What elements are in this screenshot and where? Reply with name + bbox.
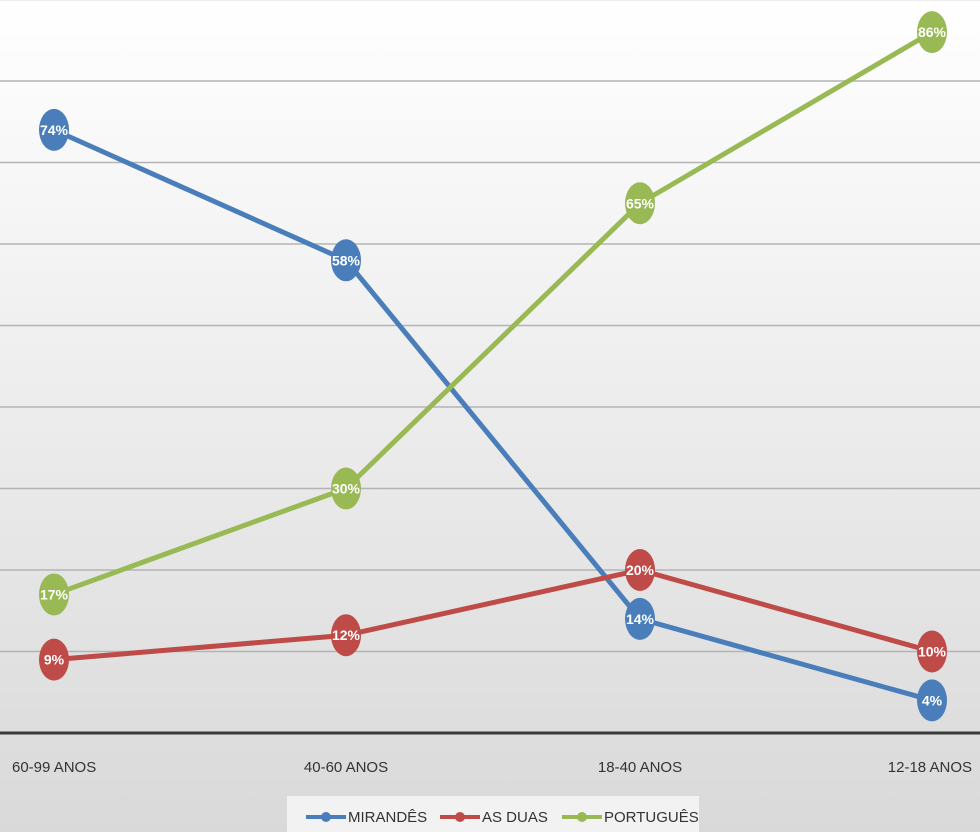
data-label-as-duas: 10% — [918, 644, 947, 660]
x-tick-label: 18-40 ANOS — [598, 759, 682, 776]
data-label-mirand-s: 14% — [626, 611, 655, 627]
series-line-portugu-s — [53, 29, 934, 597]
data-point-as-duas — [39, 638, 69, 681]
data-point-mirand-s — [625, 597, 655, 640]
series-line-mirand-s — [52, 127, 933, 703]
gridlines — [0, 0, 980, 653]
data-point-mirand-s — [917, 679, 947, 722]
data-label-portugu-s: 30% — [332, 481, 361, 497]
series-lines — [52, 29, 934, 703]
x-tick-label: 40-60 ANOS — [304, 759, 388, 776]
data-label-as-duas: 20% — [626, 562, 655, 578]
legend-label-mirand-s: MIRANDÊS — [348, 809, 427, 826]
data-point-as-duas — [625, 549, 655, 591]
legend-label-portugu-s: PORTUGUÊS — [604, 809, 699, 826]
series-markers: 74% 58% 14% 4% 9% 12% 20% 10% 17% 30% 65% 86% — [39, 11, 947, 722]
data-point-portugu-s — [39, 573, 69, 616]
legend-label-as-duas: AS DUAS — [482, 809, 548, 826]
legend-marker-as-duas — [455, 812, 465, 822]
data-point-portugu-s — [331, 467, 361, 510]
series-line-as-duas — [53, 567, 933, 663]
data-point-portugu-s — [625, 182, 655, 225]
data-label-as-duas: 12% — [332, 627, 361, 643]
data-label-portugu-s: 17% — [40, 586, 69, 602]
data-label-mirand-s: 74% — [40, 122, 69, 138]
data-label-portugu-s: 86% — [918, 24, 947, 40]
x-tick-label: 12-18 ANOS — [888, 759, 972, 776]
data-label-portugu-s: 65% — [626, 195, 655, 211]
x-axis-ticks: 60-99 ANOS 40-60 ANOS 18-40 ANOS 12-18 ANOS — [12, 759, 972, 776]
legend-marker-portugu-s — [577, 812, 587, 822]
data-point-mirand-s — [331, 239, 361, 282]
data-point-as-duas — [917, 630, 947, 673]
data-point-as-duas — [331, 614, 361, 657]
x-tick-label: 60-99 ANOS — [12, 759, 96, 776]
data-label-as-duas: 9% — [44, 652, 65, 668]
data-point-portugu-s — [917, 11, 947, 54]
data-label-mirand-s: 58% — [332, 252, 361, 268]
data-label-mirand-s: 4% — [922, 692, 943, 708]
data-point-mirand-s — [39, 108, 69, 151]
legend-box — [287, 796, 699, 832]
legend-marker-mirand-s — [321, 812, 331, 822]
legend: MIRANDÊS AS DUAS PORTUGUÊS — [287, 796, 699, 832]
